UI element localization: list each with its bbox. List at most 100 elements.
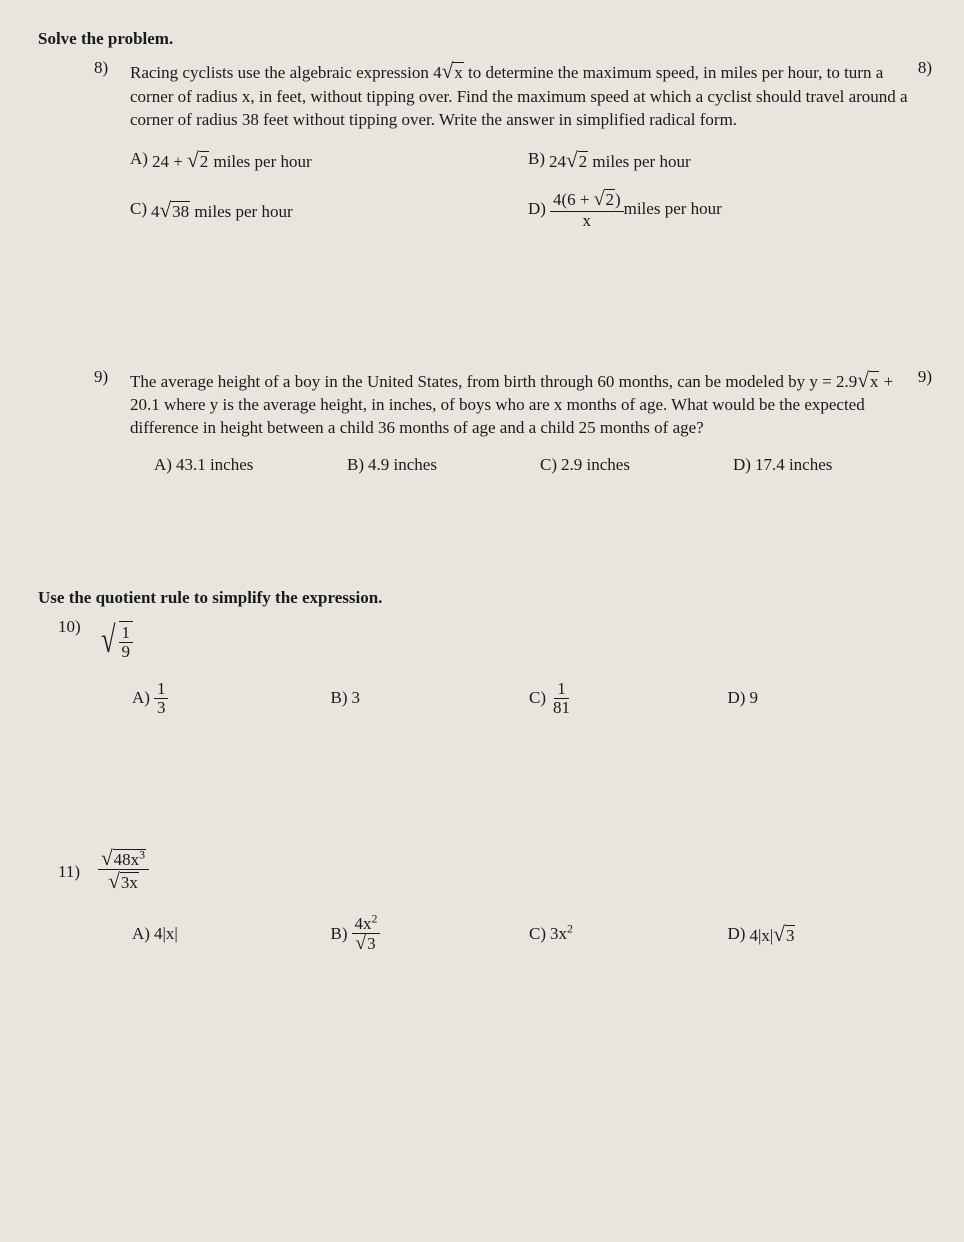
choice-label: A) [130, 148, 148, 171]
question-stem: Racing cyclists use the algebraic expres… [130, 57, 926, 132]
exponent: 2 [567, 921, 573, 935]
numerator: 1 [154, 680, 169, 699]
fraction: 1 9 [119, 621, 134, 661]
text: miles per hour [624, 198, 722, 221]
choice-label: C) [540, 454, 557, 477]
sqrt-2: √2 [187, 152, 209, 171]
sqrt-2: √2 [566, 152, 588, 171]
choice-value: 17.4 inches [755, 454, 832, 477]
radicand: 3 [366, 933, 377, 953]
choice-label: A) [132, 923, 150, 946]
choice-value: 4|x| [154, 923, 178, 946]
choice-label: C) [529, 687, 546, 710]
fraction: 4(6 + √2) x [550, 190, 624, 229]
question-expression: √ 1 9 [98, 616, 918, 666]
sqrt-38: √38 [160, 202, 191, 221]
denominator: 81 [550, 699, 573, 717]
question-9: 9) 9) The average height of a boy in the… [38, 366, 926, 478]
choice-a: A) 13 [132, 680, 331, 717]
question-number: 9) [94, 366, 108, 389]
expression-4-root-x: 4√x [433, 63, 464, 82]
choice-label: C) [130, 198, 147, 221]
choice-b: B) 24√2 miles per hour [528, 146, 926, 175]
choice-value: 4√38 miles per hour [151, 196, 293, 225]
text: 4 [151, 202, 160, 221]
choice-a: A) 24 + √2 miles per hour [130, 146, 528, 175]
text: 4|x| [749, 926, 773, 945]
section-heading-2: Use the quotient rule to simplify the ex… [2, 587, 926, 610]
margin-number: 9) [918, 366, 932, 389]
choice-label: B) [347, 454, 364, 477]
choice-value: 24√2 miles per hour [549, 146, 691, 175]
radicand: 38 [171, 201, 190, 221]
question-expression: √48x3 √3x [98, 847, 918, 893]
choice-label: D) [728, 687, 746, 710]
choice-value: 24 + √2 miles per hour [152, 146, 312, 175]
fraction-of-radicals: √48x3 √3x [98, 847, 149, 893]
radicand: 48x [114, 850, 140, 869]
fraction: 181 [550, 680, 573, 717]
sqrt-2: √2 [594, 190, 615, 209]
fraction: 4x2 √3 [352, 915, 381, 954]
question-number: 8) [94, 57, 108, 80]
question-number: 11) [58, 861, 80, 884]
text: 4x [355, 914, 372, 933]
choice-value: 4.9 inches [368, 454, 437, 477]
choice-value: 43.1 inches [176, 454, 253, 477]
choice-b: B) 3 [331, 680, 530, 717]
exponent: 2 [372, 911, 378, 925]
denominator: √3x [105, 870, 142, 892]
numerator: √48x3 [98, 847, 149, 870]
choice-label: C) [529, 923, 546, 946]
text: miles per hour [190, 202, 292, 221]
question-number: 10) [58, 616, 81, 639]
sqrt-3x: √3x [108, 873, 139, 892]
radicand: 3 [785, 925, 796, 945]
answer-choices: A) 13 B) 3 C) 181 D) 9 [98, 680, 926, 717]
exponent: 3 [139, 848, 145, 862]
choice-value: 4|x|√3 [749, 920, 795, 949]
choice-a: A) 4|x| [132, 915, 331, 954]
choice-label: D) [528, 198, 546, 221]
text: 4(6 + [553, 190, 594, 209]
numerator: 1 [119, 624, 134, 643]
choice-d: D) 17.4 inches [733, 454, 926, 477]
choice-c: C) 3x2 [529, 915, 728, 954]
choice-label: A) [154, 454, 172, 477]
choice-label: D) [728, 923, 746, 946]
sqrt-of-fraction: √ 1 9 [98, 616, 133, 666]
sqrt-48x3: √48x3 [101, 850, 146, 869]
answer-choices: A) 4|x| B) 4x2 √3 C) 3x2 D) 4|x|√3 [98, 915, 926, 954]
choice-c: C) 181 [529, 680, 728, 717]
choice-label: B) [331, 687, 348, 710]
choice-label: A) [132, 687, 150, 710]
section-heading-1: Solve the problem. [38, 28, 926, 51]
text: miles per hour [209, 152, 311, 171]
margin-number: 8) [918, 57, 932, 80]
choice-d: D) 9 [728, 680, 927, 717]
text: 3x [550, 924, 567, 943]
answer-choices: A) 43.1 inches B) 4.9 inches C) 2.9 inch… [130, 454, 926, 477]
numerator: 1 [554, 680, 569, 699]
text: 24 + [152, 152, 187, 171]
choice-label: B) [331, 923, 348, 946]
radicand: 2 [604, 189, 615, 209]
choice-c: C) 4√38 miles per hour [130, 190, 528, 229]
stem-text: Racing cyclists use the algebraic expres… [130, 63, 433, 82]
denominator: 3 [154, 699, 169, 717]
answer-choices: A) 24 + √2 miles per hour B) 24√2 miles … [130, 146, 926, 246]
denominator: 9 [119, 643, 134, 661]
question-8: 8) 8) Racing cyclists use the algebraic … [38, 57, 926, 246]
numerator: 4(6 + √2) [550, 190, 624, 212]
denominator: √3 [352, 934, 379, 955]
choice-b: B) 4x2 √3 [331, 915, 530, 954]
text: ) [615, 190, 621, 209]
choice-label: B) [528, 148, 545, 171]
stem-text: The average height of a boy in the Unite… [130, 372, 857, 391]
fraction: 13 [154, 680, 169, 717]
question-10: 10) √ 1 9 A) 13 B) 3 C) 181 D) 9 [38, 616, 926, 717]
choice-value: 9 [749, 687, 758, 710]
sqrt-3: √3 [355, 934, 376, 953]
radicand: 2 [578, 151, 589, 171]
text: 24 [549, 152, 566, 171]
